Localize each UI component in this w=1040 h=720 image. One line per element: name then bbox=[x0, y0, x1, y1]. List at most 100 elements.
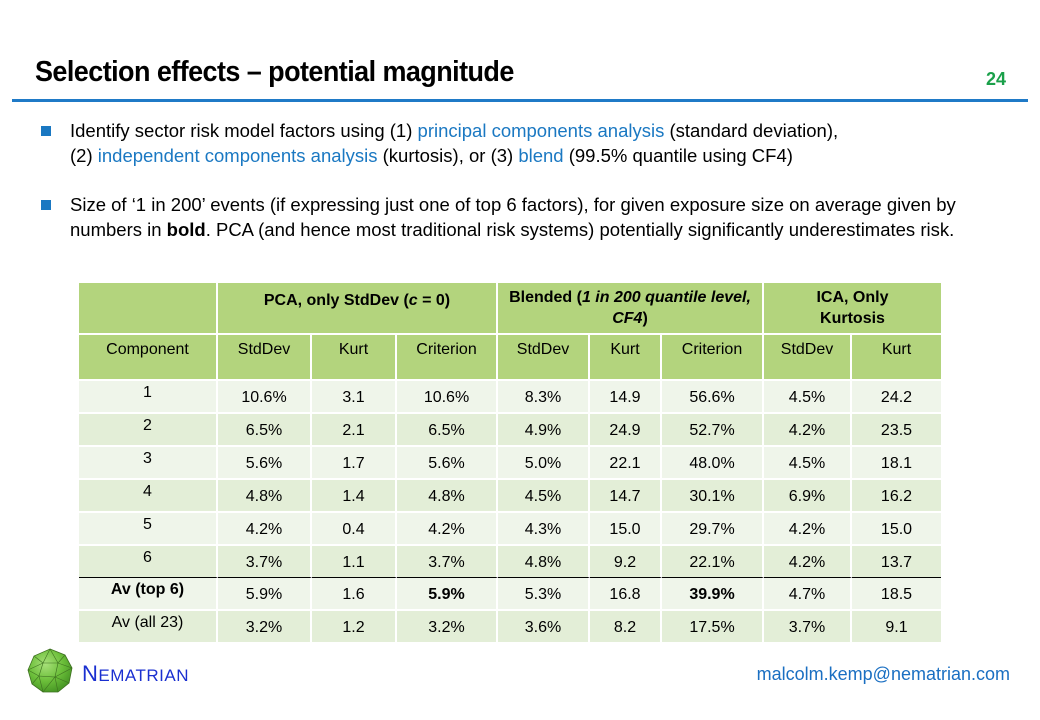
column-header: StdDev bbox=[218, 335, 312, 381]
column-header: StdDev bbox=[498, 335, 590, 381]
table-cell: 3.2% bbox=[397, 611, 498, 644]
empty-header-cell bbox=[79, 283, 218, 335]
contact-email-link[interactable]: malcolm.kemp@nematrian.com bbox=[756, 664, 1010, 684]
table-cell: 15.0 bbox=[852, 513, 941, 546]
table-cell: 0.4 bbox=[312, 513, 397, 546]
table-cell: 4.2% bbox=[764, 546, 852, 578]
table-cell: 4.2% bbox=[764, 513, 852, 546]
table-cell: 8.2 bbox=[590, 611, 662, 644]
table-cell: 9.2 bbox=[590, 546, 662, 578]
table-cell: 4.7% bbox=[764, 578, 852, 611]
table-cell: 4.2% bbox=[397, 513, 498, 546]
table-row: 2 6.5% 2.1 6.5% 4.9% 24.9 52.7% 4.2% 23.5 bbox=[79, 414, 941, 447]
bullet-item: Size of ‘1 in 200’ events (if expressing… bbox=[40, 192, 970, 242]
table-cell: 4.8% bbox=[218, 480, 312, 513]
table-cell: 2.1 bbox=[312, 414, 397, 447]
brand-logo-text: NEMATRIAN bbox=[82, 661, 189, 686]
bullet-text: (99.5% quantile using CF4) bbox=[563, 145, 793, 166]
table-cell: 5.6% bbox=[218, 447, 312, 480]
bullet-text: . PCA (and hence most traditional risk s… bbox=[205, 219, 955, 240]
table-cell: 39.9% bbox=[662, 578, 764, 611]
table-cell: 6.9% bbox=[764, 480, 852, 513]
table-cell: 13.7 bbox=[852, 546, 941, 578]
column-header: Kurt bbox=[852, 335, 941, 381]
table-cell: 3.7% bbox=[218, 546, 312, 578]
table-cell: 4.8% bbox=[498, 546, 590, 578]
slide-title: Selection effects – potential magnitude bbox=[35, 56, 514, 88]
table-cell: 18.5 bbox=[852, 578, 941, 611]
column-header: Criterion bbox=[397, 335, 498, 381]
table-cell: 8.3% bbox=[498, 381, 590, 414]
table-cell: 1.1 bbox=[312, 546, 397, 578]
table-row: 1 10.6% 3.1 10.6% 8.3% 14.9 56.6% 4.5% 24.2 bbox=[79, 381, 941, 414]
table-cell: 14.7 bbox=[590, 480, 662, 513]
column-header: Criterion bbox=[662, 335, 764, 381]
table-cell: 10.6% bbox=[397, 381, 498, 414]
table-cell: 4.2% bbox=[764, 414, 852, 447]
table-cell: 23.5 bbox=[852, 414, 941, 447]
bullet-text: Size of ‘1 in 200’ events (if expressing… bbox=[70, 194, 956, 240]
link-ica[interactable]: independent components analysis bbox=[97, 145, 378, 166]
square-bullet-icon bbox=[41, 126, 51, 136]
row-label: 5 bbox=[79, 513, 218, 546]
link-blend[interactable]: blend bbox=[518, 145, 564, 166]
table-cell: 16.2 bbox=[852, 480, 941, 513]
table-cell: 3.6% bbox=[498, 611, 590, 644]
table-body: 1 10.6% 3.1 10.6% 8.3% 14.9 56.6% 4.5% 24.2 2 6.5%… bbox=[79, 381, 941, 644]
table-cell: 10.6% bbox=[218, 381, 312, 414]
column-header: Kurt bbox=[590, 335, 662, 381]
table-cell: 6.5% bbox=[397, 414, 498, 447]
group-header-pca: PCA, only StdDev (c = 0) bbox=[218, 283, 498, 335]
table-cell: 6.5% bbox=[218, 414, 312, 447]
table-cell: 16.8 bbox=[590, 578, 662, 611]
table-row: 5 4.2% 0.4 4.2% 4.3% 15.0 29.7% 4.2% 15.0 bbox=[79, 513, 941, 546]
table-cell: 17.5% bbox=[662, 611, 764, 644]
table-cell: 29.7% bbox=[662, 513, 764, 546]
link-pca[interactable]: principal components analysis bbox=[417, 120, 665, 141]
table-cell: 15.0 bbox=[590, 513, 662, 546]
table-cell: 1.4 bbox=[312, 480, 397, 513]
table-row: Av (top 6) 5.9% 1.6 5.9% 5.3% 16.8 39.9% 4.7% 18… bbox=[79, 578, 941, 611]
table-cell: 52.7% bbox=[662, 414, 764, 447]
table-cell: 3.7% bbox=[397, 546, 498, 578]
bold-word: bold bbox=[166, 219, 206, 240]
square-bullet-icon bbox=[41, 200, 51, 210]
table-cell: 3.1 bbox=[312, 381, 397, 414]
page-number: 24 bbox=[985, 69, 1006, 89]
column-header: Kurt bbox=[312, 335, 397, 381]
bullet-text: (kurtosis), or (3) bbox=[377, 145, 519, 166]
table-cell: 1.2 bbox=[312, 611, 397, 644]
table-cell: 5.9% bbox=[218, 578, 312, 611]
table-cell: 24.2 bbox=[852, 381, 941, 414]
column-header: Component bbox=[79, 335, 218, 381]
table-cell: 4.2% bbox=[218, 513, 312, 546]
group-header-blended: Blended (1 in 200 quantile level, CF4) bbox=[498, 283, 764, 335]
table-cell: 4.5% bbox=[498, 480, 590, 513]
results-table: PCA, only StdDev (c = 0) Blended (1 in 2… bbox=[79, 283, 941, 644]
table-cell: 9.1 bbox=[852, 611, 941, 644]
table-cell: 4.5% bbox=[764, 381, 852, 414]
column-header: StdDev bbox=[764, 335, 852, 381]
bullet-list: Identify sector risk model factors using… bbox=[40, 118, 1000, 266]
group-header-ica: ICA, Only Kurtosis bbox=[764, 283, 941, 335]
bullet-text: (standard deviation), bbox=[664, 120, 839, 141]
row-label: 4 bbox=[79, 480, 218, 513]
table-cell: 4.3% bbox=[498, 513, 590, 546]
table-cell: 18.1 bbox=[852, 447, 941, 480]
table-cell: 22.1 bbox=[590, 447, 662, 480]
bullet-text: Identify sector risk model factors using… bbox=[70, 120, 418, 141]
row-label: 3 bbox=[79, 447, 218, 480]
table-row: 6 3.7% 1.1 3.7% 4.8% 9.2 22.1% 4.2% 13.7 bbox=[79, 546, 941, 578]
table-cell: 56.6% bbox=[662, 381, 764, 414]
table-cell: 4.5% bbox=[764, 447, 852, 480]
table-row: Av (all 23) 3.2% 1.2 3.2% 3.6% 8.2 17.5% 3.7% 9.… bbox=[79, 611, 941, 644]
table-cell: 3.7% bbox=[764, 611, 852, 644]
row-label: 1 bbox=[79, 381, 218, 414]
row-label: Av (top 6) bbox=[79, 578, 218, 611]
table-cell: 1.7 bbox=[312, 447, 397, 480]
bullet-text: (2) bbox=[70, 145, 98, 166]
table-cell: 48.0% bbox=[662, 447, 764, 480]
bullet-item: Identify sector risk model factors using… bbox=[40, 118, 1000, 168]
table-cell: 5.0% bbox=[498, 447, 590, 480]
row-label: 6 bbox=[79, 546, 218, 578]
